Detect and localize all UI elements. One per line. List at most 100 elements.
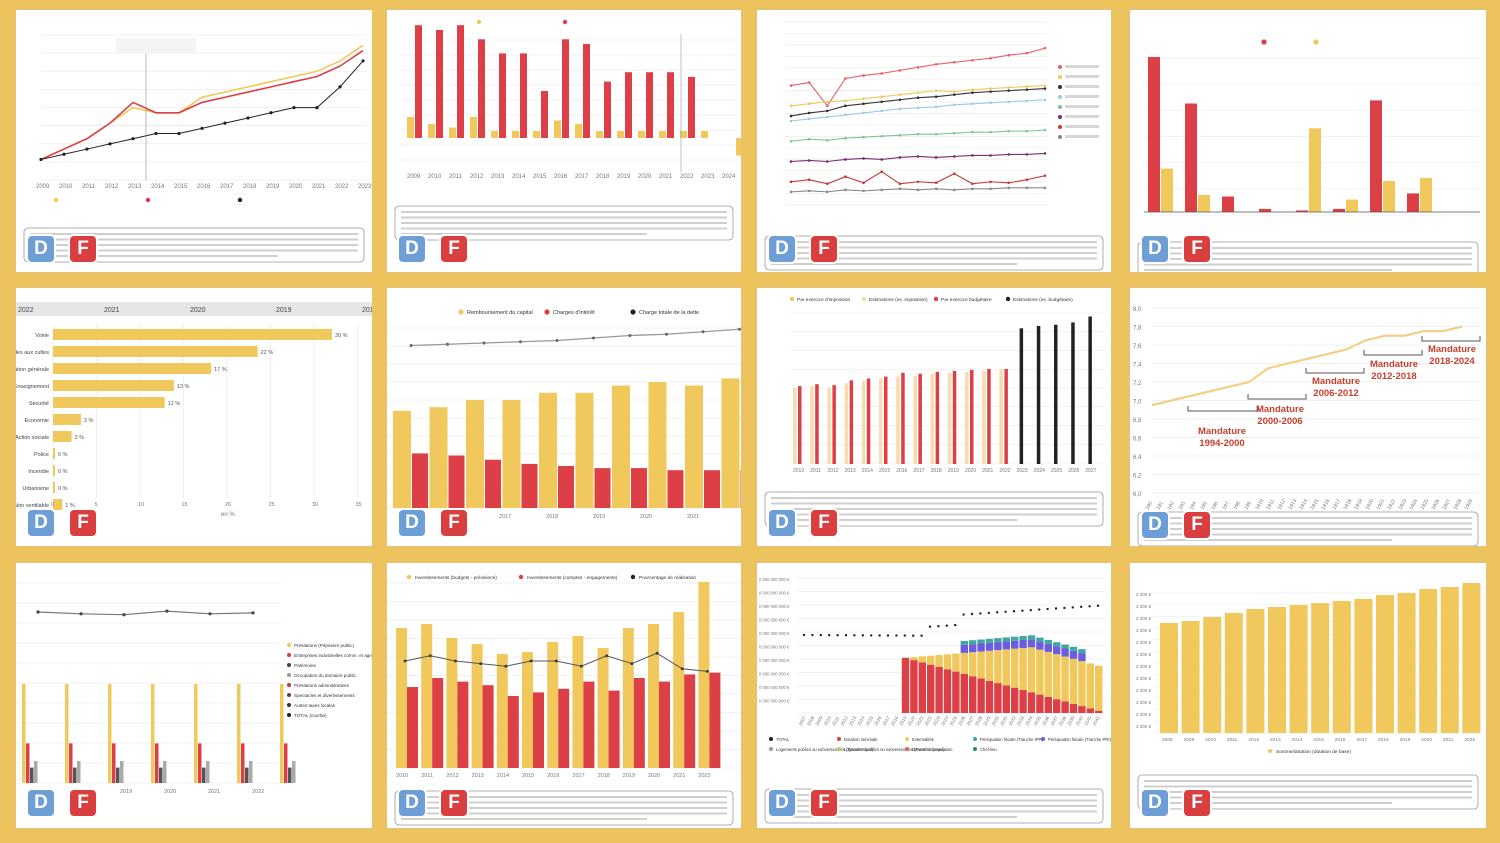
data-point (338, 85, 342, 89)
fullscreen-button[interactable]: F (809, 788, 839, 818)
bar (685, 385, 703, 508)
tick-label: 2024 (1034, 468, 1045, 474)
data-point (952, 188, 956, 192)
download-data-button[interactable]: D (1140, 510, 1170, 540)
legend-label: Externalités (912, 737, 934, 742)
tick-label: 5 (95, 502, 98, 508)
tick-label: 2020 (164, 789, 176, 795)
fullscreen-button[interactable]: F (1182, 510, 1212, 540)
data-point (701, 330, 705, 334)
area-segment (1044, 696, 1052, 713)
download-data-button[interactable]: D (397, 508, 427, 538)
data-point (912, 634, 915, 637)
bar (987, 369, 991, 464)
data-point (315, 105, 319, 110)
fullscreen-button[interactable]: F (68, 234, 98, 264)
tick-label: 2013 (491, 174, 505, 180)
fullscreen-button[interactable]: F (1182, 788, 1212, 818)
bar (596, 131, 603, 138)
bar (198, 743, 202, 783)
tick-label: 1911 (1266, 498, 1277, 511)
bar (108, 684, 112, 783)
data-point (952, 172, 956, 175)
tick-label: 2025 (949, 715, 959, 727)
tick-label: 0 000 000 000 € (759, 577, 790, 582)
tick-label: 7,6 (1133, 344, 1142, 350)
data-label: 30 % (335, 333, 348, 339)
download-data-button[interactable]: D (397, 234, 427, 264)
data-point (1043, 87, 1047, 90)
download-data-button[interactable]: D (26, 234, 56, 264)
fullscreen-button[interactable]: F (439, 234, 469, 264)
tick-label: 2014 (151, 184, 165, 190)
fullscreen-button[interactable]: F (439, 508, 469, 538)
area-segment (1002, 641, 1010, 650)
bar (849, 380, 854, 464)
bar (1036, 325, 1041, 464)
data-point (802, 633, 806, 637)
download-data-button[interactable]: D (767, 508, 797, 538)
category-label: Non ventilable (16, 503, 49, 509)
download-data-button[interactable]: D (1140, 788, 1170, 818)
data-point (962, 613, 965, 616)
fullscreen-button[interactable]: F (68, 508, 98, 538)
bar (646, 72, 653, 138)
methodology-text (771, 252, 1097, 254)
data-point (1043, 152, 1047, 155)
fullscreen-button[interactable]: F (1182, 234, 1212, 264)
data-point (886, 634, 890, 637)
bar (1259, 208, 1271, 212)
data-point (844, 634, 848, 637)
legend-label: Investissements (comptes - engagements) (527, 575, 618, 581)
year-tab: 2022 (18, 307, 34, 314)
tick-label: 2015 (865, 715, 875, 727)
download-data-button[interactable]: D (26, 788, 56, 818)
fullscreen-button[interactable]: F (68, 788, 98, 818)
download-data-button[interactable]: D (1140, 234, 1170, 264)
legend-label: Entreprises industrielles comm. et agric… (294, 653, 372, 658)
annotation-label: Mandature 2006-2012 (1311, 376, 1361, 399)
tick-label: 2 000 € (1136, 688, 1152, 693)
download-data-button[interactable]: D (26, 508, 56, 538)
data-point (680, 667, 684, 671)
area-segment (1002, 649, 1010, 686)
download-data-button[interactable]: D (767, 234, 797, 264)
bar (1222, 196, 1234, 212)
legend-label: Par exercice budgétaire (941, 297, 992, 303)
bar (30, 767, 34, 783)
download-data-button[interactable]: D (767, 788, 797, 818)
data-point (1025, 51, 1029, 55)
data-point (529, 659, 533, 663)
tick-label: 7,2 (1133, 381, 1142, 387)
bar (507, 696, 519, 768)
methodology-text (771, 519, 1017, 521)
chart-5-hbar: 2022 2021 2020 2019 2018 30 % Voirie 22 % Aides … (16, 302, 372, 518)
bar (554, 120, 561, 138)
fullscreen-button[interactable]: F (809, 234, 839, 264)
fullscreen-button[interactable]: F (809, 508, 839, 538)
data-point (825, 100, 829, 104)
data-point (916, 155, 920, 158)
data-point (825, 115, 829, 119)
chart-tile-7: Par exercice d'imposition Estimations (ex… (757, 288, 1111, 546)
tick-label: 10 (138, 502, 144, 508)
data-point (208, 612, 212, 616)
bar (1198, 194, 1210, 212)
area-segment (927, 655, 935, 665)
area-segment (1019, 640, 1027, 648)
bar (884, 376, 888, 464)
area-segment (1069, 650, 1078, 659)
tick-label: 2 000 € (1136, 700, 1152, 705)
data-point (898, 107, 902, 111)
download-data-button[interactable]: D (397, 788, 427, 818)
category-label: Sécurité (29, 401, 49, 407)
fullscreen-button[interactable]: F (439, 788, 469, 818)
legend-label: Péréquation fiscale (Tranche PRI) (1048, 737, 1111, 742)
data-point (934, 132, 938, 136)
tick-label: 2023 (1017, 468, 1028, 474)
data-point (989, 56, 992, 60)
area-segment (1011, 640, 1019, 649)
tick-label: 2018 (546, 514, 558, 520)
bar (120, 761, 124, 783)
bar (798, 386, 802, 464)
